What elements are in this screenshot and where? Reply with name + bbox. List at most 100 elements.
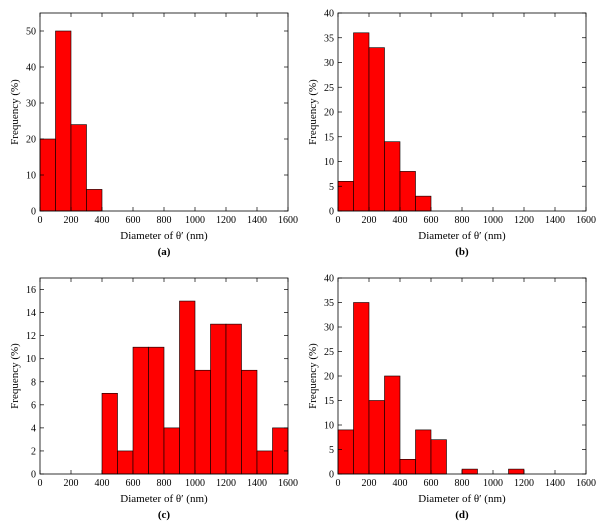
panel-b: 0 200 400 600 800 1000 1200 1400 1600 0 5 10 15 20 25 3… [307,9,596,259]
panel-c: 0 200 400 600 800 1000 1200 1400 1600 0 2 4 6 8 10 12 14… [9,277,298,521]
x-tick-label-b: 0 [336,215,341,226]
histogram-bar-d [384,375,401,475]
y-axis-title-a: Frequency (%) [9,79,21,145]
y-tick-label-d: 15 [324,396,334,407]
x-tick-label-a: 1000 [185,215,205,226]
y-tick-label-b: 30 [324,58,334,69]
x-tick-label-d: 200 [362,478,377,489]
y-tick-label-b: 0 [329,207,334,218]
x-tick-label-a: 400 [95,215,110,226]
y-tick-label-a: 0 [31,207,36,218]
y-tick-label-d: 20 [324,372,334,383]
x-tick-label-d: 0 [336,478,341,489]
histogram-bar-d [430,439,447,475]
x-tick-label-d: 600 [424,478,439,489]
y-tick-label-c: 12 [26,331,36,342]
x-tick-label-d: 1000 [483,478,503,489]
histogram-bar-a [86,189,103,212]
x-tick-label-d: 1200 [514,478,534,489]
y-tick-label-a: 40 [26,63,36,74]
y-axis-title-d: Frequency (%) [307,343,319,409]
y-tick-label-c: 6 [31,400,36,411]
x-axis-title-a: Diameter of θ′ (nm) [120,230,208,242]
y-tick-label-b: 35 [324,33,334,44]
y-tick-label-c: 16 [26,285,36,296]
y-tick-label-a: 10 [26,171,36,182]
histogram-bar-d [415,429,432,475]
histogram-bar-d [508,468,525,475]
histogram-bar-c [101,392,118,475]
y-tick-label-b: 15 [324,132,334,143]
x-axis-title-b: Diameter of θ′ (nm) [418,230,506,242]
y-tick-label-d: 0 [329,470,334,481]
x-tick-label-c: 400 [95,478,110,489]
panel-label-b: (b) [455,246,469,258]
x-tick-label-b: 1200 [514,215,534,226]
x-tick-label-d: 800 [455,478,470,489]
x-tick-label-a: 600 [126,215,141,226]
x-tick-label-b: 1400 [545,215,565,226]
x-tick-label-b: 1600 [576,215,596,226]
x-tick-label-b: 200 [362,215,377,226]
x-axis-title-d: Diameter of θ′ (nm) [418,493,506,505]
histogram-bar-c [194,369,211,475]
x-tick-label-d: 1400 [545,478,565,489]
y-tick-label-c: 8 [31,377,36,388]
y-tick-label-b: 10 [324,157,334,168]
x-tick-label-c: 1200 [216,478,236,489]
y-tick-label-c: 14 [26,308,36,319]
x-tick-label-a: 800 [157,215,172,226]
histogram-bar-c [241,369,258,475]
y-tick-label-c: 10 [26,354,36,365]
y-tick-label-d: 40 [324,274,334,285]
x-tick-label-a: 1600 [278,215,298,226]
y-tick-label-a: 50 [26,27,36,38]
y-tick-label-d: 30 [324,323,334,334]
histogram-bar-c [225,323,242,475]
panel-label-a: (a) [158,246,171,258]
x-tick-label-c: 800 [157,478,172,489]
panel-label-c: (c) [158,509,171,521]
histogram-bar-c [256,450,273,475]
panel-label-d: (d) [455,509,469,521]
y-tick-label-a: 30 [26,99,36,110]
histogram-bar-d [337,429,354,475]
panel-a: 0 200 400 600 800 1000 1200 1400 1600 0 10 20 30 40 50… [9,12,298,258]
histogram-bar-c [117,450,134,475]
x-tick-label-a: 200 [64,215,79,226]
x-tick-label-b: 1000 [483,215,503,226]
histogram-bar-c [210,323,227,475]
x-tick-label-a: 1200 [216,215,236,226]
histogram-bar-c [163,427,180,475]
histogram-bar-d [353,302,370,475]
x-tick-label-a: 1400 [247,215,267,226]
y-tick-label-d: 5 [329,445,334,456]
x-tick-label-c: 1400 [247,478,267,489]
histogram-bar-c [148,346,165,475]
y-axis-title-c: Frequency (%) [9,343,21,409]
histogram-bar-b [337,181,354,212]
histogram-bar-d [399,458,416,475]
histogram-bar-d [368,400,385,475]
y-tick-label-c: 2 [31,446,36,457]
y-tick-label-d: 25 [324,347,334,358]
x-tick-label-c: 1000 [185,478,205,489]
x-tick-label-b: 600 [424,215,439,226]
y-tick-label-c: 0 [31,470,36,481]
panel-d: 0 200 400 600 800 1000 1200 1400 1600 0 5 10 15 20 25 3… [307,274,596,522]
y-tick-label-b: 20 [324,108,334,119]
x-tick-label-c: 600 [126,478,141,489]
x-axis-title-c: Diameter of θ′ (nm) [120,493,208,505]
histogram-bar-c [132,346,149,475]
histogram-bar-a [55,30,72,212]
x-tick-label-c: 1600 [278,478,298,489]
histogram-bar-b [399,171,416,212]
y-axis-title-b: Frequency (%) [307,79,319,145]
histogram-bar-d [461,468,478,475]
histogram-bar-b [384,141,401,212]
histogram-bar-b [353,32,370,212]
x-tick-label-d: 1600 [576,478,596,489]
histogram-bar-c [179,300,196,475]
x-tick-label-c: 200 [64,478,79,489]
